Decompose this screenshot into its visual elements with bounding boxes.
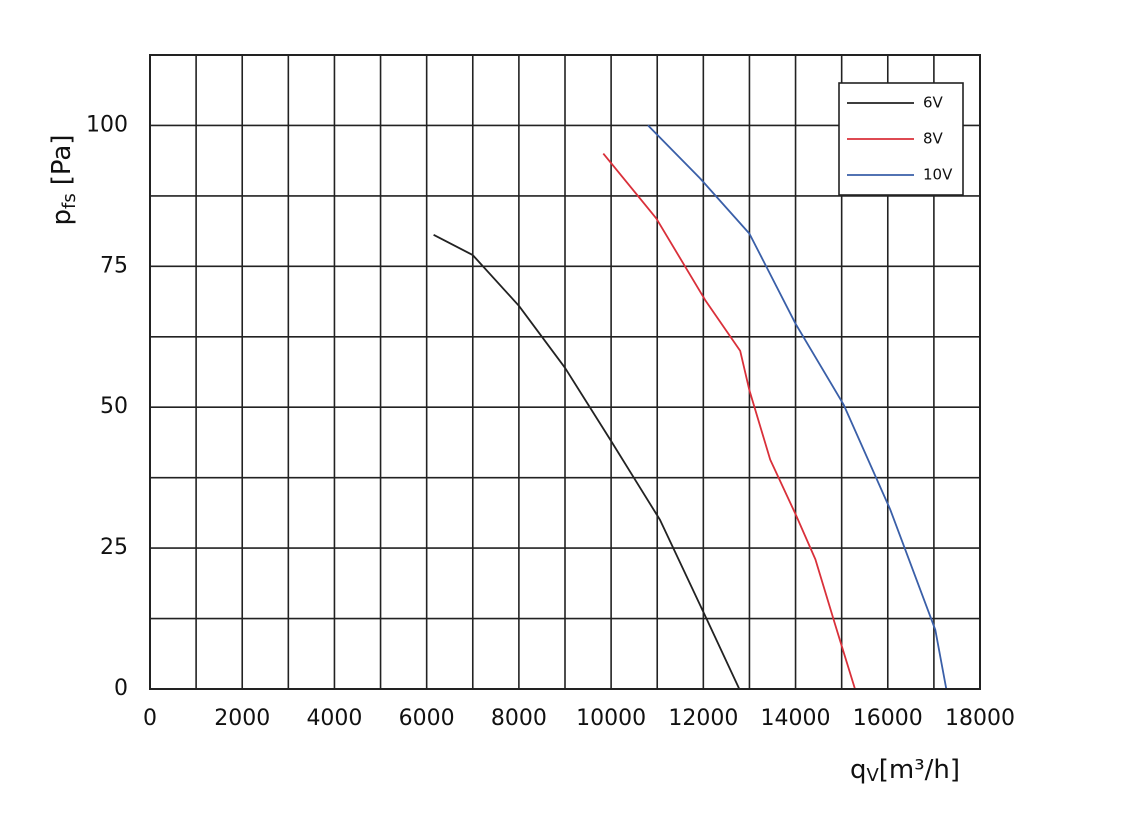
x-tick-label: 14000: [761, 706, 831, 731]
series-line: [602, 153, 856, 690]
x-axis-label: qV[m³/h]: [850, 755, 960, 787]
series-line: [647, 124, 948, 690]
y-tick-label: 25: [100, 535, 128, 560]
legend-label: 8V: [923, 130, 944, 148]
y-axis-label: pfs [Pa]: [47, 135, 81, 226]
x-tick-label: 18000: [945, 706, 1015, 731]
y-label-symbol: p: [47, 209, 77, 226]
plot-frame: [149, 54, 981, 690]
x-tick-label: 10000: [576, 706, 646, 731]
plot-lines: [433, 124, 948, 690]
y-tick-label: 50: [100, 394, 128, 419]
legend-label: 10V: [923, 166, 953, 184]
y-tick-label: 75: [100, 253, 128, 278]
x-tick-label: 16000: [853, 706, 923, 731]
x-tick-label: 2000: [214, 706, 270, 731]
series-line: [433, 234, 741, 690]
y-tick-label: 0: [114, 676, 128, 701]
x-tick-label: 8000: [491, 706, 547, 731]
tick-labels: 0 2000 4000 6000 8000 10000 12000 14000 16000 180…: [86, 112, 1015, 731]
x-tick-label: 4000: [306, 706, 362, 731]
legend: 6V 8V 10V: [838, 82, 964, 196]
x-tick-label: 6000: [399, 706, 455, 731]
y-label-subscript: fs: [59, 193, 80, 209]
x-tick-label: 12000: [668, 706, 738, 731]
legend-label: 6V: [923, 94, 944, 112]
y-label-unit: [Pa]: [47, 135, 77, 186]
x-label-subscript: V: [866, 765, 879, 786]
x-label-symbol: q: [850, 755, 867, 785]
x-label-unit: [m³/h]: [879, 755, 960, 785]
y-tick-label: 100: [86, 112, 128, 137]
x-tick-label: 0: [143, 706, 157, 731]
